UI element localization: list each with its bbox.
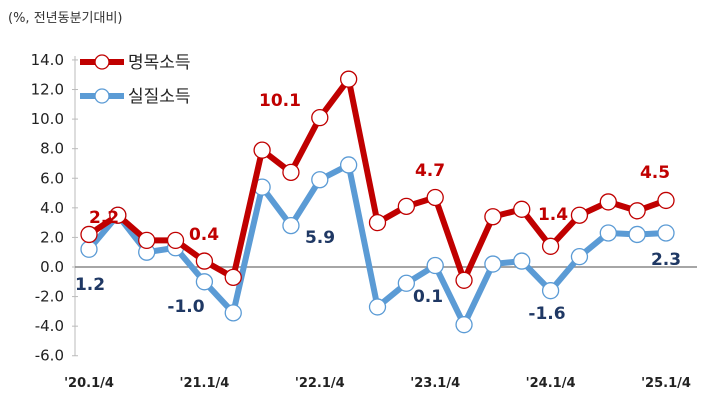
legend-marker	[94, 88, 110, 104]
data-point	[513, 200, 531, 218]
data-point	[397, 197, 416, 216]
legend-label: 실질소득	[128, 87, 191, 107]
data-label: 5.9	[305, 228, 335, 248]
data-label: 1.2	[75, 275, 105, 295]
legend-marker	[94, 54, 110, 70]
data-point	[455, 316, 473, 334]
data-point	[426, 188, 444, 207]
data-label: 1.4	[538, 205, 568, 225]
y-tick-label: 14.0	[31, 51, 64, 69]
data-point	[166, 231, 185, 250]
data-point	[339, 70, 358, 88]
data-point	[311, 108, 329, 127]
x-tick-label: '24.1/4	[526, 376, 576, 391]
x-tick-label: '21.1/4	[179, 376, 229, 391]
y-tick-label: 8.0	[40, 140, 64, 158]
data-point	[109, 206, 127, 224]
data-point	[80, 240, 98, 258]
data-point	[599, 193, 617, 211]
data-label: 4.5	[640, 163, 670, 183]
data-point	[253, 141, 271, 159]
data-label: 2.3	[651, 250, 681, 270]
data-point	[368, 298, 387, 316]
data-point	[570, 206, 589, 224]
data-point	[657, 191, 675, 210]
data-label: 0.4	[189, 225, 219, 245]
data-point	[628, 225, 646, 244]
data-point	[628, 202, 646, 220]
data-point	[570, 247, 589, 266]
y-tick-label: -4.0	[35, 317, 64, 335]
data-point	[397, 274, 416, 292]
legend-label: 명목소득	[128, 53, 191, 73]
x-tick-label: '22.1/4	[295, 376, 345, 391]
y-tick-label: 2.0	[40, 228, 64, 246]
data-point	[541, 282, 560, 300]
data-point	[195, 273, 214, 291]
y-tick-label: 12.0	[31, 81, 64, 99]
data-point	[195, 252, 214, 270]
data-point	[311, 171, 329, 189]
data-label: 10.1	[259, 91, 301, 111]
data-point	[282, 163, 300, 181]
data-point	[339, 156, 358, 174]
data-point	[224, 268, 242, 287]
y-tick-label: -2.0	[35, 288, 64, 306]
data-point	[282, 216, 300, 235]
data-point	[657, 224, 675, 242]
data-point	[484, 255, 502, 273]
data-point	[513, 252, 531, 270]
data-point	[426, 256, 444, 275]
data-point	[599, 224, 617, 242]
y-tick-label: 0.0	[40, 258, 64, 276]
data-point	[484, 208, 502, 226]
x-tick-label: '25.1/4	[641, 376, 691, 391]
data-label: 4.7	[415, 161, 445, 181]
y-tick-label: 4.0	[40, 199, 64, 217]
x-tick-label: '20.1/4	[64, 376, 114, 391]
data-label: -1.0	[167, 297, 204, 317]
data-point	[80, 225, 98, 244]
x-tick-label: '23.1/4	[410, 376, 460, 391]
data-label: -1.6	[528, 304, 565, 324]
data-point	[224, 304, 242, 322]
data-label: 2.2	[89, 208, 119, 228]
data-label: 0.1	[413, 287, 443, 307]
data-point	[138, 231, 156, 250]
data-point	[541, 237, 560, 255]
data-point	[455, 271, 473, 289]
y-tick-label: -6.0	[35, 347, 64, 365]
y-tick-label: 6.0	[40, 169, 64, 187]
unit-label: (%, 전년동분기대비)	[8, 11, 122, 26]
data-point	[368, 213, 387, 232]
y-tick-label: 10.0	[31, 110, 64, 128]
